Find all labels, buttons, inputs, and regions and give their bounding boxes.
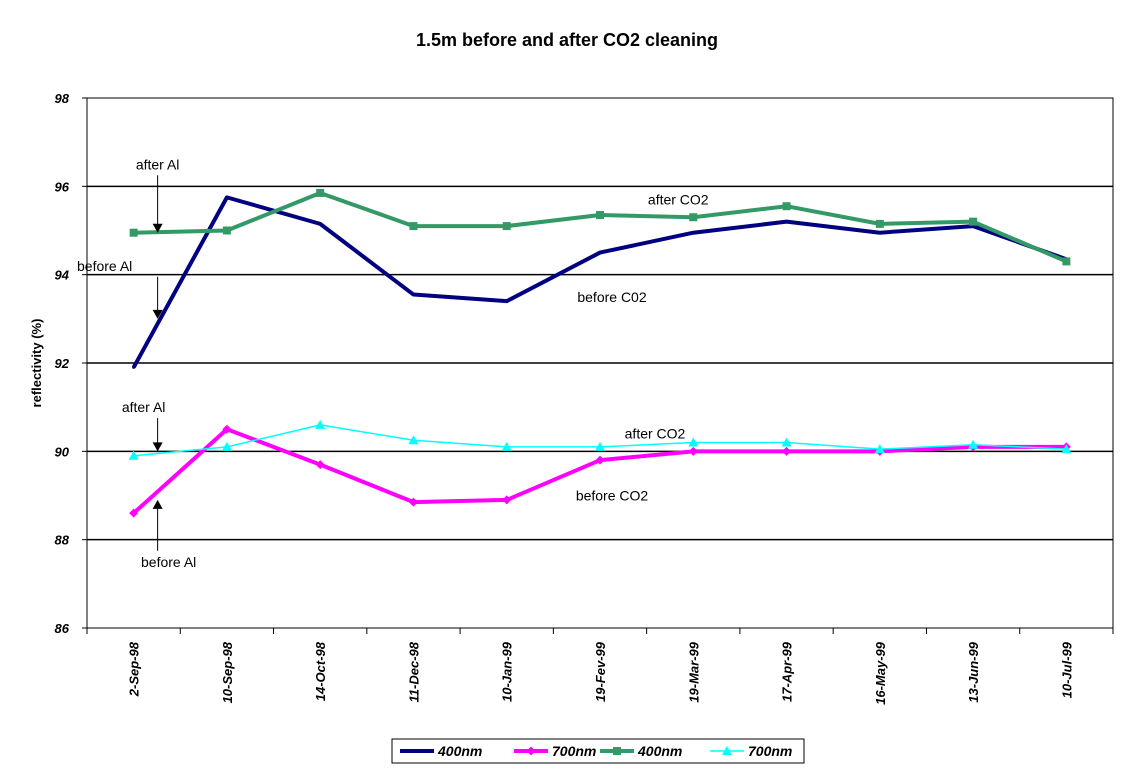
x-tick-label: 11-Dec-98 [406, 641, 421, 702]
data-point [613, 747, 621, 755]
data-point [688, 437, 699, 447]
legend-label: 400nm [637, 743, 682, 759]
legend-label: 700nm [552, 743, 596, 759]
series-2 [129, 424, 1071, 518]
y-tick-label: 92 [55, 356, 70, 371]
y-tick-label: 86 [55, 621, 70, 636]
annotation-label: after Al [136, 156, 180, 172]
data-point [969, 217, 978, 226]
data-point [408, 497, 418, 507]
annotation-arrowhead [152, 499, 163, 509]
x-tick-label: 17-Apr-99 [780, 641, 795, 702]
data-point [315, 419, 326, 429]
x-tick-label: 13-Jun-99 [966, 641, 981, 702]
data-point [222, 424, 232, 434]
gridlines [87, 185, 1113, 541]
x-tick-label: 16-May-99 [873, 641, 888, 705]
legend-label: 700nm [748, 743, 792, 759]
data-point [408, 435, 419, 445]
x-tick-label: 10-Jan-99 [500, 641, 515, 702]
data-point [502, 222, 511, 231]
x-tick-label: 2-Sep-98 [127, 641, 142, 697]
data-point [225, 195, 229, 199]
chart-title: 1.5m before and after CO2 cleaning [416, 30, 718, 50]
data-point [688, 446, 698, 456]
data-point [222, 226, 231, 235]
x-axis-ticks: 2-Sep-98 10-Sep-98 14-Oct-98 11-Dec-98 10-Ja… [86, 628, 1114, 705]
y-tick-label: 94 [55, 268, 70, 283]
x-tick-label: 14-Oct-98 [313, 641, 328, 701]
data-point [785, 220, 789, 224]
annotation-label: before Al [77, 258, 132, 274]
x-tick-label: 10-Sep-98 [220, 641, 235, 703]
y-tick-label: 88 [55, 533, 70, 548]
data-point [415, 749, 419, 753]
data-point [689, 213, 698, 222]
data-point [315, 460, 325, 470]
x-tick-label: 19-Fev-99 [593, 641, 608, 702]
data-point [501, 441, 512, 451]
data-point [526, 746, 536, 756]
data-point [782, 202, 791, 211]
y-axis-label: reflectivity (%) [29, 319, 44, 408]
data-point [316, 188, 325, 197]
data-point [409, 222, 418, 231]
data-point [318, 222, 322, 226]
y-tick-label: 96 [55, 179, 70, 194]
y-axis-ticks: 86 88 90 92 94 96 98 [55, 91, 87, 636]
x-tick-label: 19-Mar-99 [686, 641, 701, 702]
annotation-arrowhead [152, 223, 163, 233]
data-point [128, 450, 139, 460]
data-point [596, 211, 604, 220]
series-3 [129, 188, 1071, 266]
data-point [132, 365, 136, 369]
annotation-label: after CO2 [625, 426, 686, 442]
annotation-arrowhead [152, 442, 163, 452]
x-tick-label: 10-Jul-99 [1059, 641, 1074, 698]
data-series [128, 188, 1072, 518]
data-point [1061, 444, 1072, 454]
annotation-label: before CO2 [576, 488, 649, 504]
data-point [968, 439, 979, 449]
data-point [781, 437, 792, 447]
annotation-label: after CO2 [648, 192, 709, 208]
data-point [502, 495, 512, 505]
data-point [722, 746, 732, 755]
data-point [874, 444, 885, 454]
annotation-label: after Al [122, 399, 166, 415]
data-point [1062, 257, 1071, 266]
y-tick-label: 90 [55, 444, 70, 459]
data-point [598, 251, 602, 255]
series-4 [128, 419, 1072, 460]
annotation-label: before C02 [577, 289, 646, 305]
annotation-arrowhead [152, 309, 163, 319]
data-point [782, 446, 792, 456]
series-1 [131, 195, 1068, 369]
legend: 400nm 700nm 400nm 700nm [391, 738, 805, 764]
legend-label: 400nm [437, 743, 482, 759]
data-point [691, 231, 695, 235]
data-point [595, 455, 605, 465]
data-point [878, 231, 882, 235]
data-point [411, 293, 415, 297]
data-point [595, 441, 605, 451]
annotation-label: before Al [141, 554, 196, 570]
annotations: after Al before Al after CO2 before C02 afte… [77, 156, 709, 570]
data-point [221, 441, 232, 451]
y-tick-label: 98 [55, 91, 70, 106]
data-point [505, 299, 509, 303]
data-point [875, 219, 884, 228]
data-point [129, 508, 139, 518]
data-point [129, 228, 138, 237]
